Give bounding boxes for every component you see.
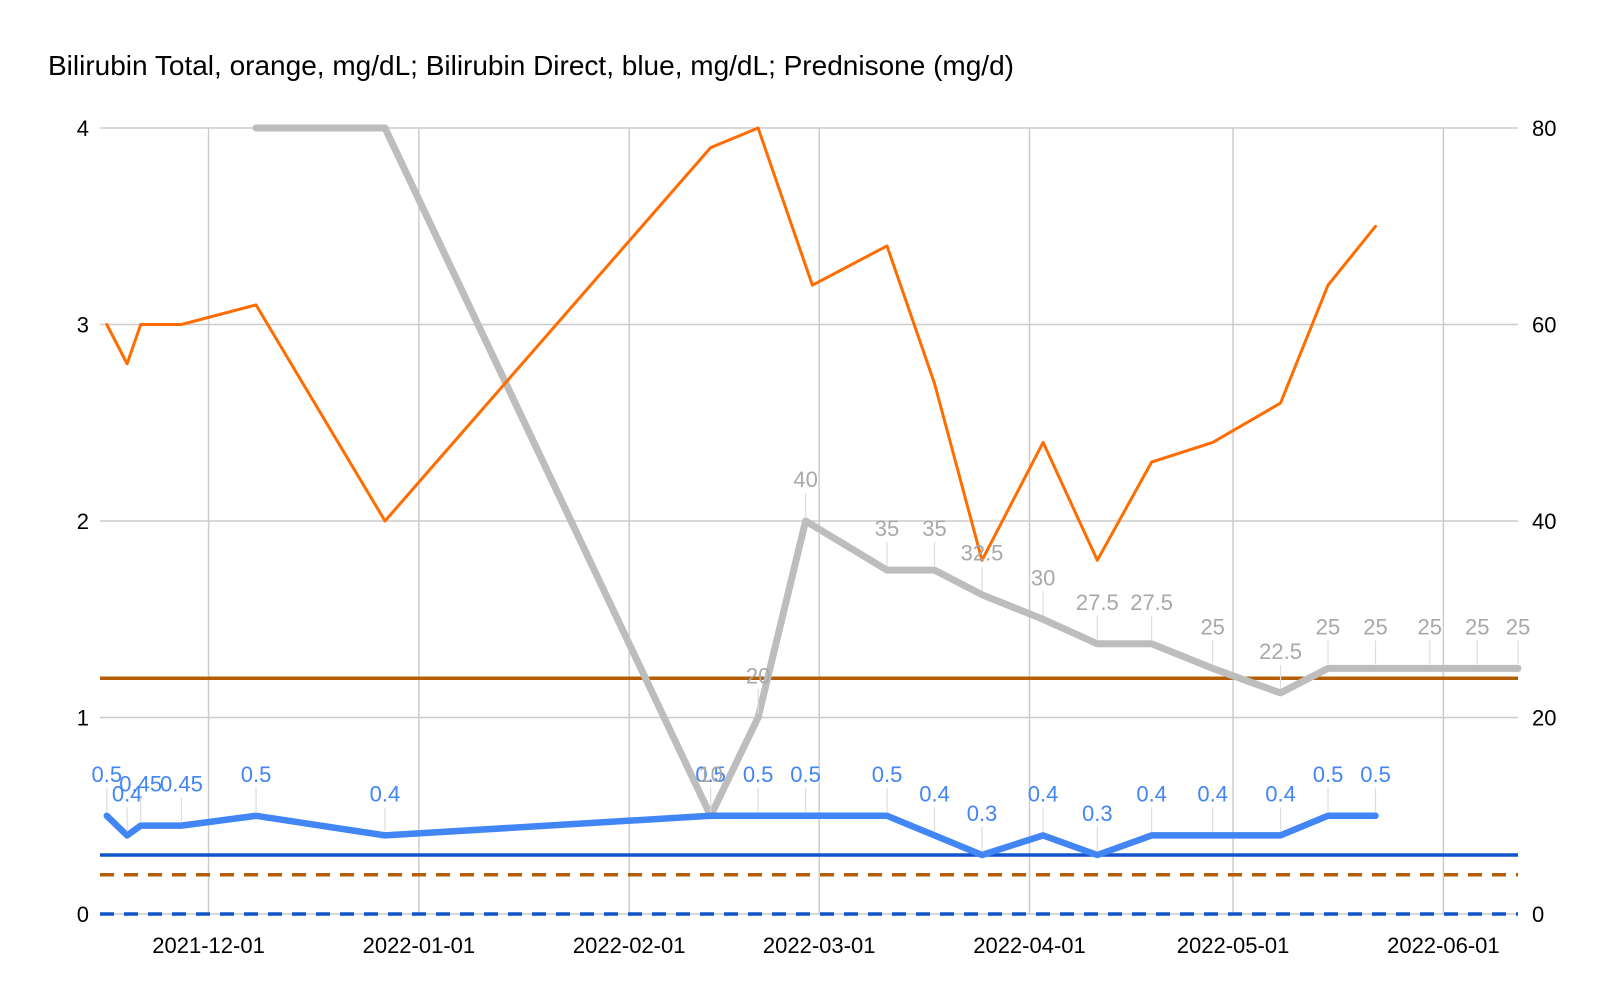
series-lines — [103, 124, 1522, 859]
y-right-tick: 20 — [1532, 706, 1556, 731]
reference-lines — [100, 676, 1518, 916]
data-label: 25 — [1316, 614, 1340, 639]
data-label: 25 — [1200, 614, 1224, 639]
data-label: 0.4 — [370, 781, 401, 806]
y-left-tick: 2 — [77, 509, 89, 534]
data-label: 25 — [1506, 614, 1530, 639]
data-label: 0.5 — [91, 762, 122, 787]
x-tick: 2022-01-01 — [363, 933, 476, 958]
series-line-prednisone — [252, 124, 1522, 820]
x-tick: 2022-03-01 — [763, 933, 876, 958]
data-label: 30 — [1031, 565, 1055, 590]
data-label: 0.5 — [1313, 762, 1344, 787]
y-right-tick: 80 — [1532, 116, 1556, 141]
data-label: 25 — [1363, 614, 1387, 639]
data-label: 0.5 — [241, 762, 272, 787]
data-label: 20 — [746, 664, 770, 689]
data-label: 27.5 — [1076, 590, 1119, 615]
data-label: 40 — [793, 467, 817, 492]
data-label: 0.5 — [743, 762, 774, 787]
data-label: 0.4 — [1197, 781, 1228, 806]
x-tick: 2021-12-01 — [152, 933, 265, 958]
x-tick: 2022-05-01 — [1177, 933, 1290, 958]
data-label: 0.4 — [1028, 781, 1059, 806]
data-label: 0.4 — [919, 781, 950, 806]
x-tick: 2022-06-01 — [1387, 933, 1500, 958]
chart-title: Bilirubin Total, orange, mg/dL; Bilirubi… — [48, 50, 1014, 81]
y-right-tick: 0 — [1532, 902, 1544, 927]
data-label: 35 — [875, 516, 899, 541]
data-label: 22.5 — [1259, 639, 1302, 664]
data-label: 25 — [1465, 614, 1489, 639]
y-left-tick: 0 — [77, 902, 89, 927]
data-label: 10 — [698, 762, 722, 787]
data-label: 32.5 — [961, 541, 1004, 566]
y-left-tick: 4 — [77, 116, 89, 141]
data-label: 0.5 — [1360, 762, 1391, 787]
x-tick: 2022-04-01 — [973, 933, 1086, 958]
data-label: 0.4 — [1265, 781, 1296, 806]
data-labels: 0.50.40.450.45 0.50.40.5 0.5 0.5 0.50.40.30.… — [91, 467, 1530, 852]
data-label: 0.4 — [112, 781, 143, 806]
data-label: 0.4 — [1136, 781, 1167, 806]
data-label: 25 — [1418, 614, 1442, 639]
data-label: 0.45 — [160, 772, 203, 797]
y-left-tick: 3 — [77, 313, 89, 338]
data-label: 27.5 — [1130, 590, 1173, 615]
data-label: 0.45 — [119, 772, 162, 797]
x-tick: 2022-02-01 — [573, 933, 686, 958]
y-right-tick: 40 — [1532, 509, 1556, 534]
data-label: 0.3 — [967, 801, 998, 826]
data-label: 35 — [922, 516, 946, 541]
series-line-total — [105, 126, 1377, 562]
series-line-direct — [103, 812, 1379, 859]
data-label: 0.3 — [1082, 801, 1113, 826]
y-left-tick: 1 — [77, 706, 89, 731]
data-label: 0.5 — [790, 762, 821, 787]
data-label: 0.5 — [695, 762, 726, 787]
data-label: 0.5 — [872, 762, 903, 787]
y-right-tick: 60 — [1532, 313, 1556, 338]
